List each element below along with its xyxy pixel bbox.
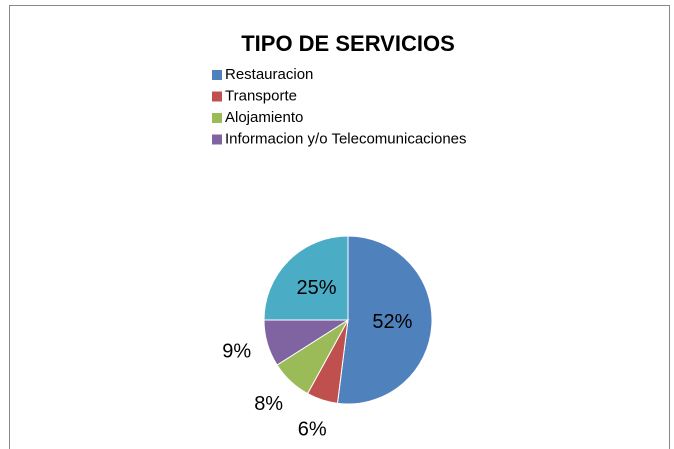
data-label: 6% bbox=[298, 419, 327, 441]
chart-frame bbox=[9, 5, 670, 449]
legend-swatch bbox=[212, 134, 222, 145]
legend-swatch bbox=[212, 70, 222, 80]
legend-label: Transporte bbox=[225, 87, 297, 104]
data-label: 9% bbox=[222, 341, 251, 363]
legend-label: Alojamiento bbox=[225, 109, 303, 126]
legend-swatch bbox=[212, 113, 222, 123]
data-label: 52% bbox=[372, 311, 412, 333]
chart-title: TIPO DE SERVICIOS bbox=[241, 31, 455, 56]
data-label: 25% bbox=[297, 277, 337, 299]
data-label: 8% bbox=[254, 393, 283, 415]
legend-label: Restauracion bbox=[225, 66, 313, 83]
pie-slice bbox=[336, 235, 433, 405]
pie-slice bbox=[263, 235, 349, 321]
legend-label: Informacion y/o Telecomunicaciones bbox=[225, 130, 467, 147]
legend-swatch bbox=[212, 91, 222, 102]
